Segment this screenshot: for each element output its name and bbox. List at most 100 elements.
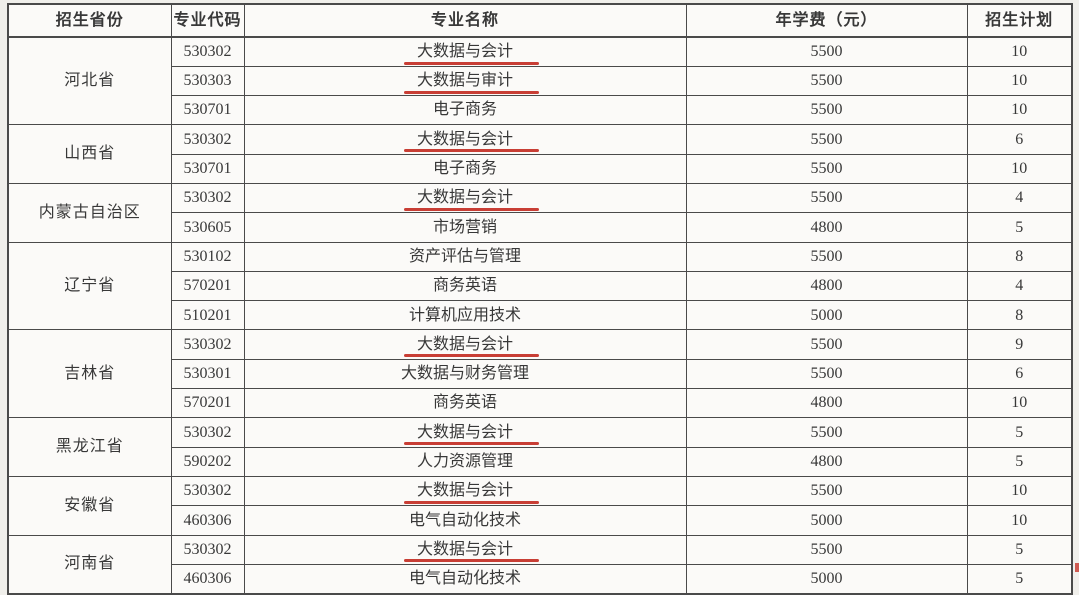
enroll-plan-cell: 6 <box>966 358 1073 390</box>
header-major-code: 专业代码 <box>170 3 245 38</box>
major-code-cell: 590202 <box>170 446 245 477</box>
major-name-text: 市场营销 <box>432 218 497 236</box>
enroll-plan-cell: 5 <box>966 417 1073 448</box>
annual-fee-cell: 5000 <box>685 300 968 331</box>
table-row: 黑龙江省 530302 大数据与会计 5500 5 <box>7 417 1073 477</box>
table-row: 山西省 530302 大数据与会计 5500 6 <box>7 124 1073 184</box>
table-row: 460306 电气自动化技术 5000 5 <box>8 563 1073 595</box>
table-row: 510201 计算机应用技术 5000 8 <box>8 300 1073 331</box>
province-cell: 河北省 <box>7 36 172 126</box>
table-row: 530701 电子商务 5500 10 <box>8 153 1073 184</box>
enroll-plan-cell: 4 <box>966 182 1073 214</box>
major-code-cell: 530605 <box>170 212 245 243</box>
major-name-cell: 大数据与会计 <box>243 417 687 448</box>
enroll-plan-cell: 10 <box>966 388 1073 419</box>
table-row: 530701 电子商务 5500 10 <box>8 95 1073 126</box>
major-name-cell: 市场营销 <box>243 212 687 243</box>
enroll-plan-cell: 9 <box>966 329 1073 360</box>
table-row: 530301 大数据与财务管理 5500 6 <box>8 358 1073 390</box>
province-cell: 山西省 <box>7 124 172 184</box>
annual-fee-cell: 5500 <box>685 36 968 67</box>
major-name-text: 资产评估与管理 <box>408 247 521 265</box>
major-name-cell: 大数据与会计 <box>243 475 687 507</box>
major-name-cell: 计算机应用技术 <box>243 300 687 331</box>
annual-fee-cell: 5500 <box>685 65 968 97</box>
enroll-plan-cell: 10 <box>966 505 1073 536</box>
annual-fee-cell: 5500 <box>685 475 968 507</box>
major-name-cell: 大数据与会计 <box>243 36 687 67</box>
major-code-cell: 530701 <box>170 153 245 184</box>
major-code-cell: 530302 <box>170 124 245 155</box>
enroll-plan-cell: 5 <box>966 212 1073 243</box>
table-row: 570201 商务英语 4800 10 <box>8 388 1073 419</box>
major-name-cell: 电子商务 <box>243 153 687 184</box>
province-cell: 吉林省 <box>7 329 172 419</box>
table-row: 460306 电气自动化技术 5000 10 <box>8 505 1073 536</box>
annual-fee-cell: 5000 <box>685 563 968 595</box>
annual-fee-cell: 4800 <box>685 270 968 302</box>
major-name-cell: 大数据与财务管理 <box>243 358 687 390</box>
major-name-cell: 大数据与会计 <box>243 534 687 565</box>
header-enroll-plan: 招生计划 <box>966 3 1073 38</box>
annual-fee-cell: 4800 <box>685 446 968 477</box>
major-code-cell: 510201 <box>170 300 245 331</box>
major-name-cell: 电气自动化技术 <box>243 563 687 595</box>
major-name-text: 电气自动化技术 <box>408 569 521 587</box>
major-code-cell: 460306 <box>170 505 245 536</box>
enroll-plan-cell: 10 <box>966 153 1073 184</box>
major-code-cell: 530303 <box>170 65 245 97</box>
major-name-red-underlined: 大数据与会计 <box>403 43 540 65</box>
major-name-red-underlined: 大数据与审计 <box>403 72 540 94</box>
province-cell: 安徽省 <box>7 475 172 536</box>
province-cell: 辽宁省 <box>7 241 172 331</box>
major-name-text: 人力资源管理 <box>416 453 513 470</box>
annual-fee-cell: 4800 <box>685 388 968 419</box>
major-code-cell: 530302 <box>170 417 245 448</box>
admission-plan-table: 招生省份 专业代码 专业名称 年学费（元） 招生计划 河北省 530302 大数据与… <box>7 3 1073 595</box>
table-row: 河北省 530302 大数据与会计 5500 10 <box>7 36 1073 126</box>
major-name-red-underlined: 大数据与会计 <box>403 423 540 445</box>
enroll-plan-cell: 10 <box>966 65 1073 97</box>
major-name-text: 电子商务 <box>432 160 497 178</box>
enroll-plan-cell: 10 <box>966 95 1073 126</box>
major-code-cell: 530302 <box>170 534 245 565</box>
major-name-cell: 电子商务 <box>243 95 687 126</box>
major-name-text: 大数据与财务管理 <box>400 365 529 383</box>
major-code-cell: 530302 <box>170 36 245 67</box>
header-major-name: 专业名称 <box>243 3 687 38</box>
header-row: 招生省份 专业代码 专业名称 年学费（元） 招生计划 <box>7 3 1073 38</box>
major-name-cell: 大数据与会计 <box>243 182 687 214</box>
annual-fee-cell: 5500 <box>685 153 968 184</box>
major-name-text: 商务英语 <box>432 394 497 412</box>
enroll-plan-cell: 5 <box>966 534 1073 565</box>
annual-fee-cell: 5500 <box>685 417 968 448</box>
enroll-plan-cell: 8 <box>966 241 1073 272</box>
annual-fee-cell: 5500 <box>685 329 968 360</box>
table-row: 530303 大数据与审计 5500 10 <box>8 65 1073 97</box>
annual-fee-cell: 5500 <box>685 358 968 390</box>
major-code-cell: 530302 <box>170 182 245 214</box>
enroll-plan-cell: 5 <box>966 446 1073 477</box>
table-row: 辽宁省 530102 资产评估与管理 5500 8 <box>7 241 1073 331</box>
major-code-cell: 530301 <box>170 358 245 390</box>
major-code-cell: 530302 <box>170 329 245 360</box>
table-row: 吉林省 530302 大数据与会计 5500 9 <box>7 329 1073 419</box>
header-province: 招生省份 <box>7 3 172 38</box>
major-name-text: 电气自动化技术 <box>408 511 521 529</box>
enroll-plan-cell: 8 <box>966 300 1073 331</box>
major-code-cell: 570201 <box>170 270 245 302</box>
scan-red-artifact <box>1075 563 1079 572</box>
enroll-plan-cell: 6 <box>966 124 1073 155</box>
major-name-cell: 商务英语 <box>243 270 687 302</box>
table-row: 安徽省 530302 大数据与会计 5500 10 <box>7 475 1073 536</box>
major-code-cell: 530102 <box>170 241 245 272</box>
major-code-cell: 530302 <box>170 475 245 507</box>
enroll-plan-cell: 5 <box>966 563 1073 595</box>
major-name-text: 电子商务 <box>432 101 497 119</box>
major-name-text: 计算机应用技术 <box>408 306 521 324</box>
annual-fee-cell: 4800 <box>685 212 968 243</box>
major-code-cell: 570201 <box>170 388 245 419</box>
enroll-plan-cell: 10 <box>966 36 1073 67</box>
major-name-cell: 电气自动化技术 <box>243 505 687 536</box>
